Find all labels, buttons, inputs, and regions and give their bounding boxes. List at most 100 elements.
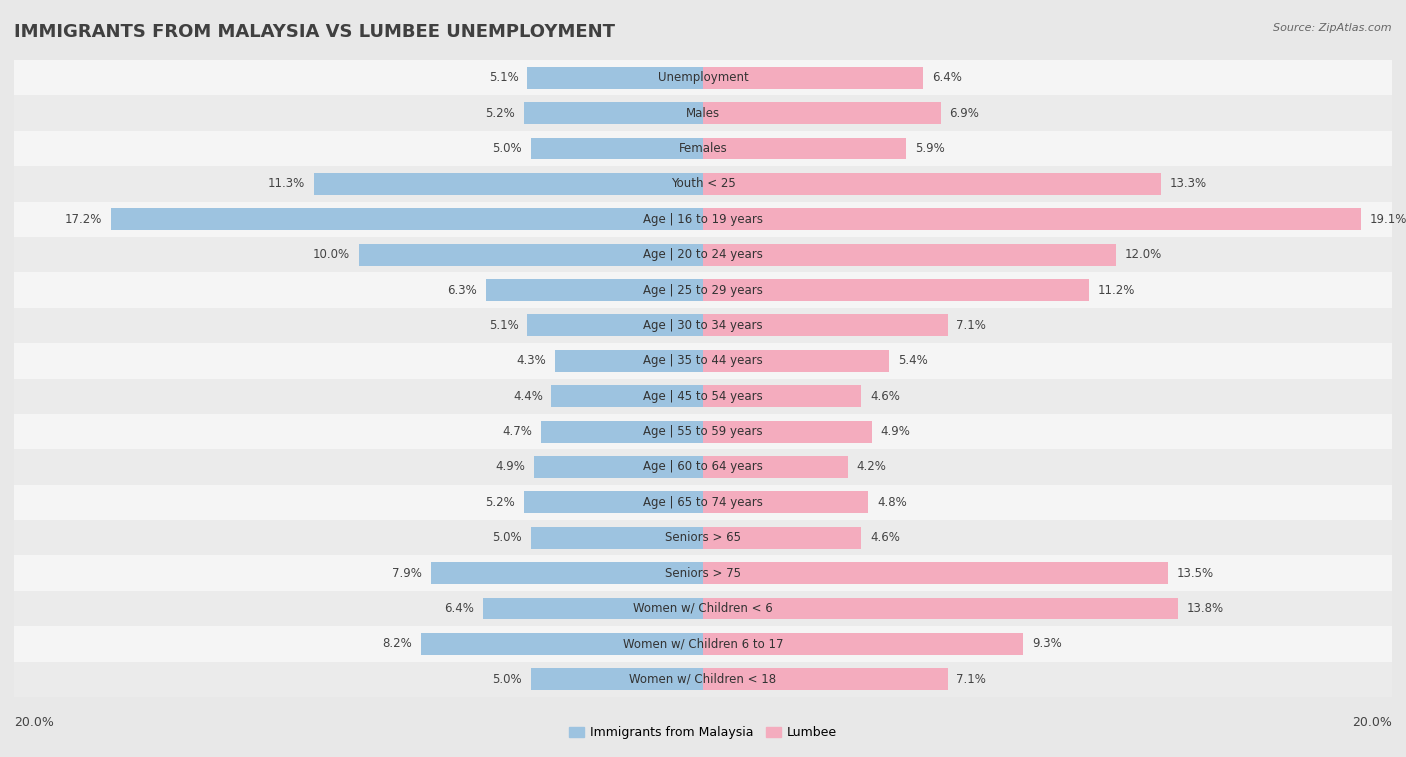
Bar bbox=[14, 520, 1392, 556]
Text: 5.0%: 5.0% bbox=[492, 531, 522, 544]
Bar bbox=[534, 456, 703, 478]
Text: 7.9%: 7.9% bbox=[392, 566, 422, 580]
Text: IMMIGRANTS FROM MALAYSIA VS LUMBEE UNEMPLOYMENT: IMMIGRANTS FROM MALAYSIA VS LUMBEE UNEMP… bbox=[14, 23, 614, 41]
Text: 5.1%: 5.1% bbox=[489, 319, 519, 332]
Text: Women w/ Children 6 to 17: Women w/ Children 6 to 17 bbox=[623, 637, 783, 650]
Text: 17.2%: 17.2% bbox=[65, 213, 101, 226]
Text: Females: Females bbox=[679, 142, 727, 155]
Bar bbox=[14, 237, 1392, 273]
Text: Age | 16 to 19 years: Age | 16 to 19 years bbox=[643, 213, 763, 226]
Bar bbox=[14, 662, 1392, 697]
Bar bbox=[359, 244, 703, 266]
Text: 4.3%: 4.3% bbox=[516, 354, 547, 367]
Bar bbox=[703, 562, 1168, 584]
Bar bbox=[14, 308, 1392, 343]
Text: 4.6%: 4.6% bbox=[870, 390, 900, 403]
Bar bbox=[14, 131, 1392, 167]
Text: 5.9%: 5.9% bbox=[915, 142, 945, 155]
Text: 20.0%: 20.0% bbox=[14, 716, 53, 730]
Bar bbox=[703, 67, 924, 89]
Bar bbox=[14, 273, 1392, 308]
Bar bbox=[531, 668, 703, 690]
Text: 6.4%: 6.4% bbox=[932, 71, 962, 84]
Text: Women w/ Children < 6: Women w/ Children < 6 bbox=[633, 602, 773, 615]
Text: Age | 65 to 74 years: Age | 65 to 74 years bbox=[643, 496, 763, 509]
Bar bbox=[531, 138, 703, 160]
Text: Youth < 25: Youth < 25 bbox=[671, 177, 735, 191]
Bar bbox=[703, 633, 1024, 655]
Text: 4.6%: 4.6% bbox=[870, 531, 900, 544]
Bar bbox=[551, 385, 703, 407]
Bar bbox=[14, 590, 1392, 626]
Text: 7.1%: 7.1% bbox=[956, 673, 986, 686]
Bar bbox=[524, 491, 703, 513]
Bar bbox=[703, 138, 907, 160]
Bar bbox=[703, 350, 889, 372]
Text: 9.3%: 9.3% bbox=[1032, 637, 1062, 650]
Bar bbox=[14, 60, 1392, 95]
Text: 5.0%: 5.0% bbox=[492, 142, 522, 155]
Text: 4.7%: 4.7% bbox=[502, 425, 533, 438]
Text: 5.0%: 5.0% bbox=[492, 673, 522, 686]
Text: Source: ZipAtlas.com: Source: ZipAtlas.com bbox=[1274, 23, 1392, 33]
Bar bbox=[14, 484, 1392, 520]
Text: 11.3%: 11.3% bbox=[269, 177, 305, 191]
Bar bbox=[703, 491, 869, 513]
Text: Seniors > 75: Seniors > 75 bbox=[665, 566, 741, 580]
Text: 4.9%: 4.9% bbox=[496, 460, 526, 473]
Text: 11.2%: 11.2% bbox=[1098, 284, 1135, 297]
Text: Males: Males bbox=[686, 107, 720, 120]
Text: 5.2%: 5.2% bbox=[485, 107, 515, 120]
Text: Age | 20 to 24 years: Age | 20 to 24 years bbox=[643, 248, 763, 261]
Bar bbox=[703, 173, 1161, 195]
Bar bbox=[527, 314, 703, 336]
Text: 6.3%: 6.3% bbox=[447, 284, 478, 297]
Text: 20.0%: 20.0% bbox=[1353, 716, 1392, 730]
Text: 4.9%: 4.9% bbox=[880, 425, 910, 438]
Text: Age | 55 to 59 years: Age | 55 to 59 years bbox=[643, 425, 763, 438]
Bar bbox=[430, 562, 703, 584]
Bar bbox=[14, 343, 1392, 378]
Text: Seniors > 65: Seniors > 65 bbox=[665, 531, 741, 544]
Bar bbox=[482, 597, 703, 619]
Text: Women w/ Children < 18: Women w/ Children < 18 bbox=[630, 673, 776, 686]
Text: 5.1%: 5.1% bbox=[489, 71, 519, 84]
Bar bbox=[703, 102, 941, 124]
Text: Age | 60 to 64 years: Age | 60 to 64 years bbox=[643, 460, 763, 473]
Text: 10.0%: 10.0% bbox=[312, 248, 350, 261]
Text: 4.2%: 4.2% bbox=[856, 460, 886, 473]
Bar bbox=[703, 279, 1088, 301]
Text: 13.3%: 13.3% bbox=[1170, 177, 1206, 191]
Bar bbox=[14, 95, 1392, 131]
Text: Age | 25 to 29 years: Age | 25 to 29 years bbox=[643, 284, 763, 297]
Bar bbox=[524, 102, 703, 124]
Bar bbox=[111, 208, 703, 230]
Bar bbox=[703, 421, 872, 443]
Bar bbox=[703, 456, 848, 478]
Text: Age | 45 to 54 years: Age | 45 to 54 years bbox=[643, 390, 763, 403]
Bar bbox=[703, 668, 948, 690]
Legend: Immigrants from Malaysia, Lumbee: Immigrants from Malaysia, Lumbee bbox=[565, 723, 841, 743]
Text: 12.0%: 12.0% bbox=[1125, 248, 1163, 261]
Text: 8.2%: 8.2% bbox=[382, 637, 412, 650]
Bar bbox=[703, 527, 862, 549]
Text: 5.2%: 5.2% bbox=[485, 496, 515, 509]
Bar bbox=[314, 173, 703, 195]
Bar bbox=[14, 201, 1392, 237]
Bar bbox=[14, 449, 1392, 484]
Bar bbox=[14, 167, 1392, 201]
Text: Unemployment: Unemployment bbox=[658, 71, 748, 84]
Text: 4.8%: 4.8% bbox=[877, 496, 907, 509]
Text: 19.1%: 19.1% bbox=[1369, 213, 1406, 226]
Bar bbox=[531, 527, 703, 549]
Bar bbox=[703, 314, 948, 336]
Text: Age | 35 to 44 years: Age | 35 to 44 years bbox=[643, 354, 763, 367]
Bar bbox=[555, 350, 703, 372]
Text: 13.8%: 13.8% bbox=[1187, 602, 1225, 615]
Text: 6.9%: 6.9% bbox=[949, 107, 979, 120]
Bar bbox=[14, 556, 1392, 590]
Bar bbox=[541, 421, 703, 443]
Text: 5.4%: 5.4% bbox=[897, 354, 928, 367]
Text: 4.4%: 4.4% bbox=[513, 390, 543, 403]
Bar bbox=[703, 385, 862, 407]
